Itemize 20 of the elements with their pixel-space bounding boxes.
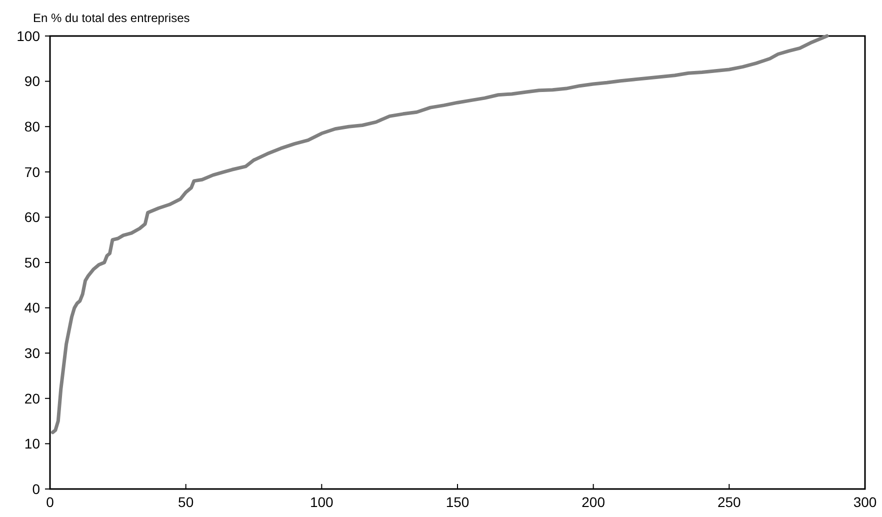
y-tick-label: 60 [24,209,40,226]
y-tick-label: 90 [24,73,40,90]
x-tick-label: 250 [717,494,742,510]
y-tick-label: 50 [24,254,40,270]
x-tick-label: 300 [853,494,877,510]
y-tick-label: 70 [24,164,40,180]
line-series [50,34,829,434]
x-tick-label: 150 [446,494,470,510]
y-tick-label: 10 [24,436,40,452]
y-axis-title: En % du total des entreprises [33,11,190,25]
x-tick-label: 0 [46,494,54,510]
x-tick-label: 200 [582,494,606,510]
x-tick-label: 50 [178,494,194,510]
x-tick-label: 100 [310,494,334,510]
y-tick-label: 40 [24,300,40,316]
y-tick-label: 80 [24,118,40,134]
y-tick-label: 20 [24,390,40,406]
y-tick-label: 100 [16,28,40,44]
y-tick-label: 30 [24,345,40,361]
y-tick-label: 0 [32,480,40,497]
